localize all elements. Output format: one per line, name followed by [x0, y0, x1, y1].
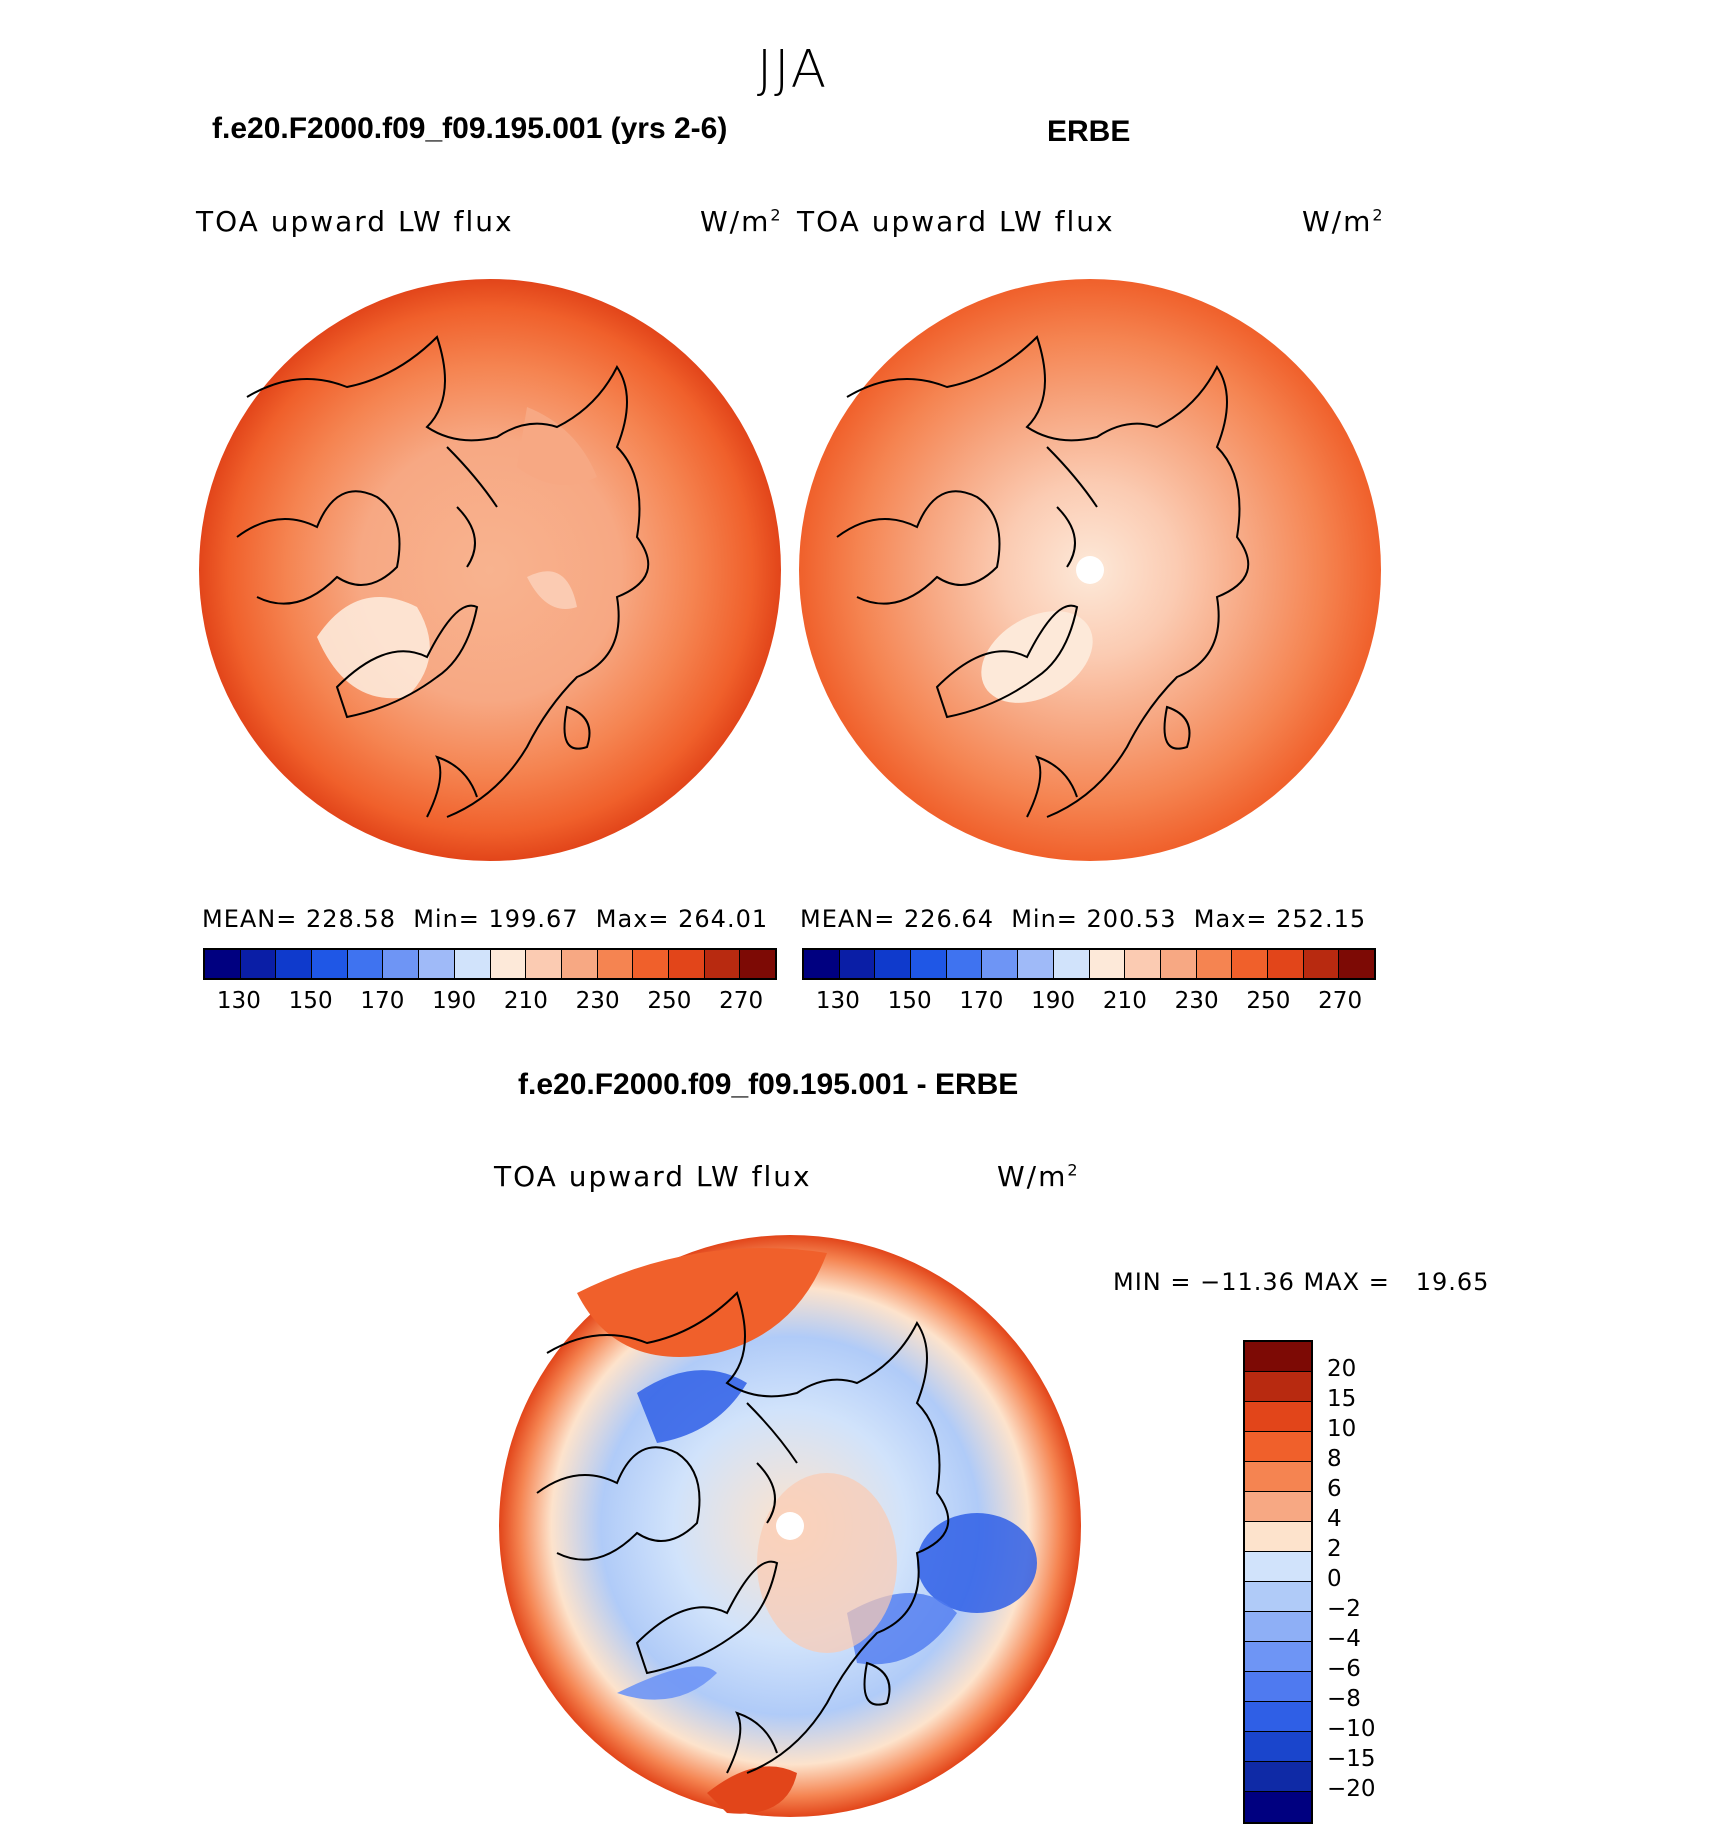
- panel2-colorbar: [802, 948, 1376, 980]
- diff-units: W/m2: [997, 1160, 1080, 1193]
- colorbar-swatch: [839, 950, 876, 978]
- colorbar-swatch: [1245, 1402, 1311, 1432]
- panel2-units: W/m2: [1302, 205, 1385, 238]
- colorbar-swatch: [276, 950, 313, 978]
- colorbar-swatch: [1245, 1372, 1311, 1402]
- colorbar-swatch: [1232, 950, 1268, 978]
- colorbar-tick-label: 190: [432, 988, 477, 1014]
- colorbar-swatch: [347, 950, 384, 978]
- panel1-units: W/m2: [700, 205, 783, 238]
- colorbar-swatch: [946, 950, 983, 978]
- colorbar-tick-label: 270: [719, 988, 764, 1014]
- colorbar-swatch: [561, 950, 598, 978]
- colorbar-tick-label: −8: [1327, 1686, 1361, 1712]
- colorbar-tick-label: 0: [1327, 1566, 1342, 1592]
- colorbar-tick-label: 230: [1174, 988, 1219, 1014]
- colorbar-swatch: [1339, 950, 1374, 978]
- colorbar-swatch: [1089, 950, 1126, 978]
- colorbar-swatch: [1245, 1792, 1311, 1822]
- panel1-title: f.e20.F2000.f09_f09.195.001 (yrs 2-6): [212, 112, 728, 145]
- colorbar-tick-label: −2: [1327, 1596, 1361, 1622]
- colorbar-swatch: [1245, 1702, 1311, 1732]
- colorbar-swatch: [1160, 950, 1197, 978]
- colorbar-tick-label: 230: [575, 988, 620, 1014]
- colorbar-tick-label: 210: [503, 988, 548, 1014]
- colorbar-tick-label: 190: [1031, 988, 1076, 1014]
- colorbar-swatch: [1245, 1762, 1311, 1792]
- colorbar-tick-label: 20: [1327, 1356, 1357, 1382]
- panel1-variable-label: TOA upward LW flux: [196, 205, 514, 238]
- colorbar-tick-label: −6: [1327, 1656, 1361, 1682]
- panel2-variable-label: TOA upward LW flux: [797, 205, 1115, 238]
- colorbar-tick-label: −10: [1327, 1716, 1376, 1742]
- colorbar-swatch: [1245, 1462, 1311, 1492]
- colorbar-swatch: [419, 950, 455, 978]
- panel2-polar-map: [799, 279, 1381, 861]
- panel2-title: ERBE: [1047, 115, 1131, 148]
- panel1-polar-map: [199, 279, 781, 861]
- colorbar-swatch: [1267, 950, 1304, 978]
- colorbar-swatch: [911, 950, 947, 978]
- colorbar-tick-label: 10: [1327, 1416, 1357, 1442]
- diff-title: f.e20.F2000.f09_f09.195.001 - ERBE: [518, 1068, 1019, 1101]
- colorbar-swatch: [1053, 950, 1090, 978]
- colorbar-tick-label: 130: [815, 988, 860, 1014]
- colorbar-tick-label: 4: [1327, 1506, 1342, 1532]
- colorbar-swatch: [1125, 950, 1161, 978]
- colorbar-swatch: [240, 950, 277, 978]
- colorbar-swatch: [1245, 1642, 1311, 1672]
- diff-polar-map: [499, 1235, 1081, 1817]
- colorbar-swatch: [205, 950, 241, 978]
- colorbar-swatch: [1245, 1492, 1311, 1522]
- colorbar-swatch: [383, 950, 420, 978]
- diff-colorbar: [1243, 1340, 1313, 1824]
- colorbar-tick-label: 15: [1327, 1386, 1357, 1412]
- panel1-colorbar: [203, 948, 777, 980]
- colorbar-swatch: [1245, 1552, 1311, 1582]
- colorbar-tick-label: 250: [1246, 988, 1291, 1014]
- colorbar-swatch: [597, 950, 634, 978]
- colorbar-tick-label: −20: [1327, 1776, 1376, 1802]
- colorbar-swatch: [1018, 950, 1054, 978]
- colorbar-tick-label: 210: [1102, 988, 1147, 1014]
- colorbar-tick-label: 8: [1327, 1446, 1342, 1472]
- colorbar-swatch: [1245, 1612, 1311, 1642]
- diff-variable-label: TOA upward LW flux: [494, 1160, 812, 1193]
- season-title: JJA: [756, 40, 829, 100]
- colorbar-swatch: [454, 950, 491, 978]
- colorbar-swatch: [633, 950, 669, 978]
- colorbar-tick-label: 130: [216, 988, 261, 1014]
- colorbar-tick-label: −4: [1327, 1626, 1361, 1652]
- colorbar-swatch: [1245, 1582, 1311, 1612]
- colorbar-swatch: [1196, 950, 1233, 978]
- diff-colorbar-ticks: 20 15 10 8 6 4 2 0 −2 −4 −6 −8 −10 −15 −20: [1327, 1340, 1407, 1820]
- colorbar-swatch: [1245, 1522, 1311, 1552]
- colorbar-swatch: [1245, 1732, 1311, 1762]
- colorbar-swatch: [668, 950, 705, 978]
- colorbar-swatch: [804, 950, 840, 978]
- colorbar-tick-label: 170: [959, 988, 1004, 1014]
- colorbar-tick-label: 6: [1327, 1476, 1342, 1502]
- colorbar-tick-label: 2: [1327, 1536, 1342, 1562]
- colorbar-swatch: [740, 950, 775, 978]
- colorbar-swatch: [704, 950, 741, 978]
- colorbar-tick-label: −15: [1327, 1746, 1376, 1772]
- colorbar-tick-label: 270: [1318, 988, 1363, 1014]
- colorbar-swatch: [1245, 1672, 1311, 1702]
- colorbar-tick-label: 150: [288, 988, 333, 1014]
- colorbar-swatch: [1245, 1432, 1311, 1462]
- diff-stats: MIN = −11.36 MAX = 19.65: [1113, 1268, 1490, 1296]
- panel2-stats: MEAN= 226.64 Min= 200.53 Max= 252.15: [800, 905, 1367, 933]
- panel1-stats: MEAN= 228.58 Min= 199.67 Max= 264.01: [202, 905, 769, 933]
- colorbar-swatch: [875, 950, 912, 978]
- colorbar-swatch: [312, 950, 348, 978]
- colorbar-swatch: [526, 950, 562, 978]
- colorbar-swatch: [1245, 1342, 1311, 1372]
- colorbar-swatch: [982, 950, 1019, 978]
- colorbar-swatch: [1303, 950, 1340, 978]
- colorbar-tick-label: 250: [647, 988, 692, 1014]
- colorbar-tick-label: 170: [360, 988, 405, 1014]
- colorbar-swatch: [490, 950, 527, 978]
- colorbar-tick-label: 150: [887, 988, 932, 1014]
